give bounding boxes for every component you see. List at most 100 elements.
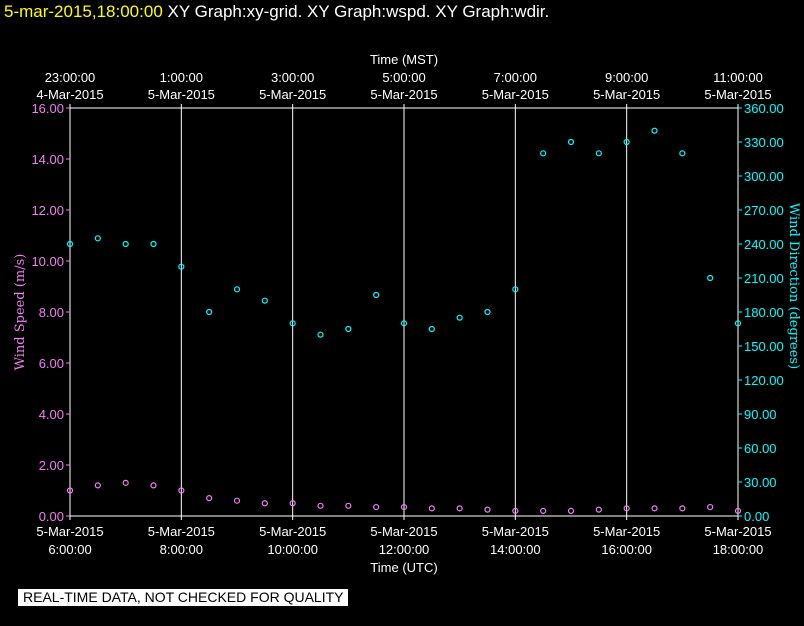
wspd-point [178, 487, 185, 494]
data-quality-note: REAL-TIME DATA, NOT CHECKED FOR QUALITY [18, 589, 349, 606]
left-tick-label: 12.00 [31, 203, 64, 218]
wspd-point [734, 507, 742, 514]
wdir-point [679, 150, 686, 157]
wdir-point [595, 150, 602, 157]
wdir-point [122, 240, 129, 248]
top-tick-time: 23:00:00 [45, 70, 96, 85]
wspd-point [233, 497, 241, 504]
wdir-point [400, 320, 408, 327]
top-tick-time: 5:00:00 [382, 70, 425, 85]
wspd-point [540, 507, 547, 514]
wspd-point [623, 505, 630, 512]
left-tick-label: 4.00 [39, 407, 64, 422]
wspd-point [289, 500, 296, 507]
chart-header: 5-mar-2015,18:00:00 XY Graph:xy-grid. XY… [4, 2, 549, 22]
top-tick-date: 5-Mar-2015 [704, 87, 771, 102]
right-tick-label: 300.00 [744, 169, 784, 184]
wspd-point [317, 502, 324, 509]
wdir-point [150, 240, 157, 248]
wspd-point [484, 506, 491, 513]
wdir-point [428, 325, 435, 333]
left-tick-label: 2.00 [39, 458, 64, 473]
right-tick-label: 0.00 [744, 509, 769, 524]
left-tick-label: 14.00 [31, 152, 64, 167]
wind-direction-series [66, 127, 742, 338]
wspd-point [707, 503, 714, 511]
bottom-tick-time: 8:00:00 [160, 542, 203, 557]
right-axis-label: Wind Direction (degrees) [786, 203, 801, 369]
right-axis-ticks: 0.00 30.00 60.00 90.00 120.00 150.00 180.00 210… [738, 101, 784, 524]
wdir-point [707, 274, 714, 282]
wdir-point [567, 138, 575, 146]
wspd-point [400, 503, 408, 511]
wspd-point [122, 479, 129, 486]
bottom-tick-date: 5-Mar-2015 [148, 524, 215, 539]
bottom-tick-date: 5-Mar-2015 [370, 524, 437, 539]
top-axis-label: Time (MST) [370, 52, 438, 67]
right-tick-label: 30.00 [744, 475, 777, 490]
bottom-tick-time: 14:00:00 [490, 542, 541, 557]
wspd-point [679, 505, 686, 512]
right-tick-label: 150.00 [744, 339, 784, 354]
wdir-point [373, 291, 380, 299]
top-tick-time: 3:00:00 [271, 70, 314, 85]
wspd-point [428, 505, 435, 512]
wspd-point [595, 506, 602, 513]
top-axis-ticks: 23:00:00 4-Mar-2015 1:00:00 5-Mar-2015 3:00:… [36, 70, 772, 108]
wspd-point [66, 487, 74, 494]
right-tick-label: 90.00 [744, 407, 777, 422]
left-axis-ticks: 0.00 2.00 4.00 6.00 8.00 10.00 12.00 14.00 16.00 [31, 101, 70, 524]
top-tick-time: 11:00:00 [713, 70, 763, 85]
top-tick-time: 1:00:00 [160, 70, 203, 85]
right-tick-label: 360.00 [744, 101, 784, 116]
wdir-point [540, 150, 547, 157]
top-tick-date: 5-Mar-2015 [593, 87, 660, 102]
bottom-tick-date: 5-Mar-2015 [593, 524, 660, 539]
right-tick-label: 60.00 [744, 441, 777, 456]
top-tick-date: 5-Mar-2015 [148, 87, 215, 102]
top-tick-time: 9:00:00 [605, 70, 648, 85]
bottom-axis-ticks: 5-Mar-2015 6:00:00 5-Mar-2015 8:00:00 5-Mar-… [36, 516, 772, 557]
right-tick-label: 120.00 [744, 373, 784, 388]
left-tick-label: 10.00 [31, 254, 64, 269]
right-tick-label: 240.00 [744, 237, 784, 252]
right-tick-label: 270.00 [744, 203, 784, 218]
wdir-point [512, 286, 519, 293]
wspd-point [567, 507, 575, 514]
wdir-point [651, 127, 658, 134]
wdir-point [345, 325, 352, 333]
wdir-point [623, 138, 630, 146]
wspd-point [456, 505, 463, 512]
bottom-tick-time: 6:00:00 [48, 542, 91, 557]
left-tick-label: 6.00 [39, 356, 64, 371]
wdir-point [94, 235, 101, 242]
bottom-tick-date: 5-Mar-2015 [259, 524, 326, 539]
top-tick-time: 7:00:00 [494, 70, 537, 85]
bottom-tick-time: 12:00:00 [379, 542, 430, 557]
timestamp: 5-mar-2015,18:00:00 [4, 2, 163, 21]
wdir-point [66, 240, 74, 248]
right-tick-label: 210.00 [744, 271, 784, 286]
bottom-tick-date: 5-Mar-2015 [36, 524, 103, 539]
wspd-point [373, 503, 380, 511]
wdir-point [233, 286, 241, 293]
top-tick-date: 5-Mar-2015 [370, 87, 437, 102]
left-axis-label: Wind Speed (m/s) [13, 254, 28, 371]
bottom-tick-date: 5-Mar-2015 [482, 524, 549, 539]
grid-lines [180, 108, 628, 516]
bottom-tick-date: 5-Mar-2015 [704, 524, 771, 539]
right-tick-label: 180.00 [744, 305, 784, 320]
bottom-axis-label: Time (UTC) [370, 560, 437, 575]
wspd-point [94, 482, 101, 489]
wspd-point [651, 505, 658, 512]
top-tick-date: 4-Mar-2015 [36, 87, 103, 102]
wspd-point [206, 495, 213, 502]
right-tick-label: 330.00 [744, 135, 784, 150]
wdir-point [289, 320, 296, 327]
bottom-tick-time: 10:00:00 [267, 542, 318, 557]
bottom-tick-time: 16:00:00 [601, 542, 652, 557]
wdir-point [206, 308, 213, 316]
wdir-point [734, 320, 742, 327]
left-tick-label: 8.00 [39, 305, 64, 320]
